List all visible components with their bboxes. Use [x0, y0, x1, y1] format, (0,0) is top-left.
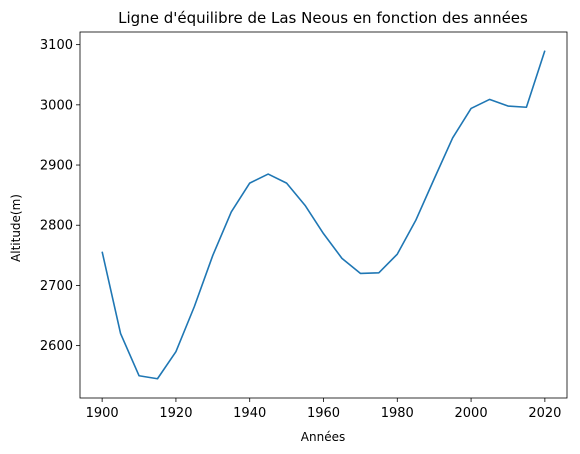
y-tick-label: 2600: [40, 339, 73, 354]
y-tick-label: 3000: [40, 98, 73, 113]
y-tick-label: 2700: [40, 279, 73, 294]
y-tick-label: 2800: [40, 219, 73, 234]
x-tick-label: 1940: [233, 406, 266, 421]
chart-title: Ligne d'équilibre de Las Neous en foncti…: [118, 9, 528, 27]
x-axis-label: Années: [301, 430, 345, 444]
x-tick-label: 1920: [159, 406, 192, 421]
plot-area: 1900 1920 1940 1960 1980 2000 2020 2600 2700 2800…: [40, 31, 568, 421]
plot-frame: [79, 31, 568, 399]
series-line: [101, 50, 546, 380]
x-tick-label: 1980: [381, 406, 414, 421]
x-tick-label: 1960: [307, 406, 340, 421]
x-tick-label: 2020: [528, 406, 561, 421]
y-axis-label: Altitude(m): [9, 194, 23, 262]
x-tick-label: 2000: [455, 406, 488, 421]
y-tick-label: 3100: [40, 38, 73, 53]
y-tick-label: 2900: [40, 159, 73, 174]
x-tick-label: 1900: [86, 406, 119, 421]
